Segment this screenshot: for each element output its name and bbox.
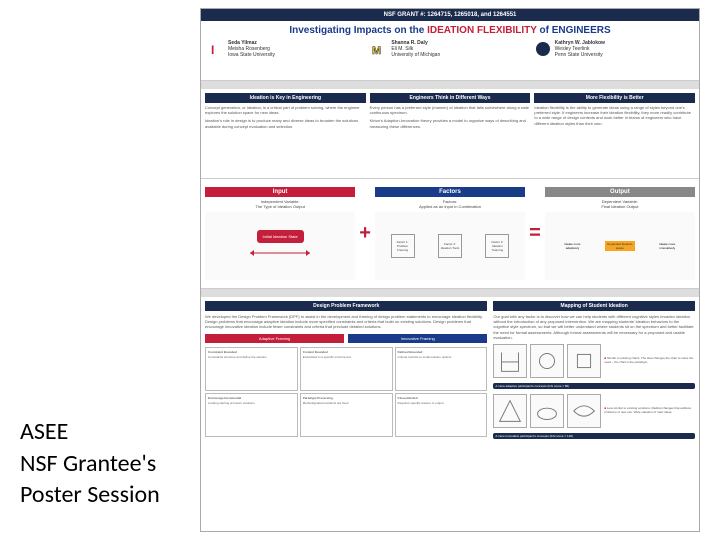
framing-headers: Adaptive Framing Innovative Framing: [205, 334, 487, 343]
logo-penn-state: [534, 40, 552, 58]
logo-michigan: M: [370, 40, 388, 58]
bottom-left: Design Problem Framework We developed th…: [205, 301, 487, 523]
col3-0: Ideation is Key in Engineering Concept g…: [205, 93, 366, 174]
formula-output: Output Dependent Variable: Final Ideatio…: [545, 187, 695, 280]
author-block-1: M Shanna R. Daly Eli M. Silk University …: [370, 40, 529, 58]
plus-operator: +: [357, 222, 373, 245]
grid-cell: Encourage IncrementalLooking starting at…: [205, 393, 298, 437]
sketch-icon: [567, 344, 601, 378]
equals-operator: =: [527, 222, 543, 245]
grid-cell: Paradigm PreservingMethod/goals/constrai…: [300, 393, 393, 437]
author-block-0: I Seda Yilmaz Meisha Rosenberg Iowa Stat…: [207, 40, 366, 58]
input-header: Input: [205, 187, 355, 197]
bottom-left-header: Design Problem Framework: [205, 301, 487, 311]
grid-cell: Context BoundedEmbedded in a specific en…: [300, 347, 393, 391]
sketch-icon: [530, 394, 564, 428]
grid-cell: Closed EndedRequires specific answer or …: [395, 393, 488, 437]
sketch-rows: ■ Similar to existing chairs. The idea c…: [493, 344, 695, 441]
sketch-icon: [493, 344, 527, 378]
grid-cell: Defined BoundedCriteria restricts to sma…: [395, 347, 488, 391]
caption-line3: Poster Session: [20, 479, 160, 510]
sketch-bar-1: A more adaptive participant's concepts (…: [493, 383, 695, 389]
framework-grid: Constraint BoundedConstraints structure …: [205, 347, 487, 437]
factors-diagram: Factor 1: Problem Framing Factor 2: Idea…: [375, 212, 525, 280]
slide: ASEE NSF Grantee's Poster Session NSF GR…: [0, 0, 720, 540]
author-info-2: Kathryn W. Jablokow Wesley Teerlink Penn…: [555, 40, 605, 58]
svg-text:I: I: [211, 43, 214, 57]
authors-row: I Seda Yilmaz Meisha Rosenberg Iowa Stat…: [207, 40, 693, 58]
poster-title: Investigating Impacts on the IDEATION FL…: [207, 25, 693, 36]
formula-factors: Factors Factors: Applied as an Input in …: [375, 187, 525, 280]
title-prefix: Investigating Impacts on the: [289, 25, 427, 36]
formula-section: Input Independent Variable: The Type of …: [201, 179, 699, 289]
bottom-right-header: Mapping of Student Ideation: [493, 301, 695, 311]
grant-header-bar: NSF GRANT #: 1264715, 1265018, and 12645…: [201, 9, 699, 21]
sketch-icon: [493, 394, 527, 428]
grid-cell: Constraint BoundedConstraints structure …: [205, 347, 298, 391]
three-column-section: Ideation is Key in Engineering Concept g…: [201, 89, 699, 179]
col3-header-2: More Flexibility is Better: [534, 93, 695, 103]
bottom-right-text: Our goal with any factor is to discover …: [493, 314, 695, 340]
poster: NSF GRANT #: 1264715, 1265018, and 12645…: [200, 8, 700, 532]
slide-caption: ASEE NSF Grantee's Poster Session: [20, 416, 160, 510]
factors-header: Factors: [375, 187, 525, 197]
col3-2: More Flexibility is Better Ideation flex…: [534, 93, 695, 174]
sketch-icon: [567, 394, 601, 428]
author-block-2: Kathryn W. Jablokow Wesley Teerlink Penn…: [534, 40, 693, 58]
sketch-bar-2: A more innovative participant's concepts…: [493, 433, 695, 439]
caption-line1: ASEE: [20, 416, 160, 447]
col3-1: Engineers Think in Different Ways Every …: [370, 93, 531, 174]
logo-iowa-state: I: [207, 40, 225, 58]
bottom-left-text: We developed the Design Problem Framewor…: [205, 314, 487, 330]
col3-header-1: Engineers Think in Different Ways: [370, 93, 531, 103]
sketch-row-1: ■ Similar to existing chairs. The idea c…: [493, 344, 695, 378]
title-section: Investigating Impacts on the IDEATION FL…: [201, 21, 699, 81]
svg-text:M: M: [372, 45, 381, 57]
spacer-bar: [201, 81, 699, 89]
col3-header-0: Ideation is Key in Engineering: [205, 93, 366, 103]
caption-line2: NSF Grantee's: [20, 448, 160, 479]
author-info-0: Seda Yilmaz Meisha Rosenberg Iowa State …: [228, 40, 275, 58]
title-suffix: of ENGINEERS: [537, 25, 611, 36]
sketch-icon: [530, 344, 564, 378]
spacer-bar-2: [201, 289, 699, 297]
output-header: Output: [545, 187, 695, 197]
sketch-row-2: ■ Less similar to existing solutions. Ra…: [493, 394, 695, 428]
bottom-right: Mapping of Student Ideation Our goal wit…: [493, 301, 695, 523]
bottom-section: Design Problem Framework We developed th…: [201, 297, 699, 527]
output-diagram: Ideate more adaptively Expanded ideation…: [545, 212, 695, 280]
author-info-1: Shanna R. Daly Eli M. Silk University of…: [391, 40, 440, 58]
input-diagram: Initial Ideation State: [205, 212, 355, 280]
title-highlight: IDEATION FLEXIBILITY: [427, 25, 537, 36]
input-arrows-icon: [240, 243, 320, 263]
formula-input: Input Independent Variable: The Type of …: [205, 187, 355, 280]
